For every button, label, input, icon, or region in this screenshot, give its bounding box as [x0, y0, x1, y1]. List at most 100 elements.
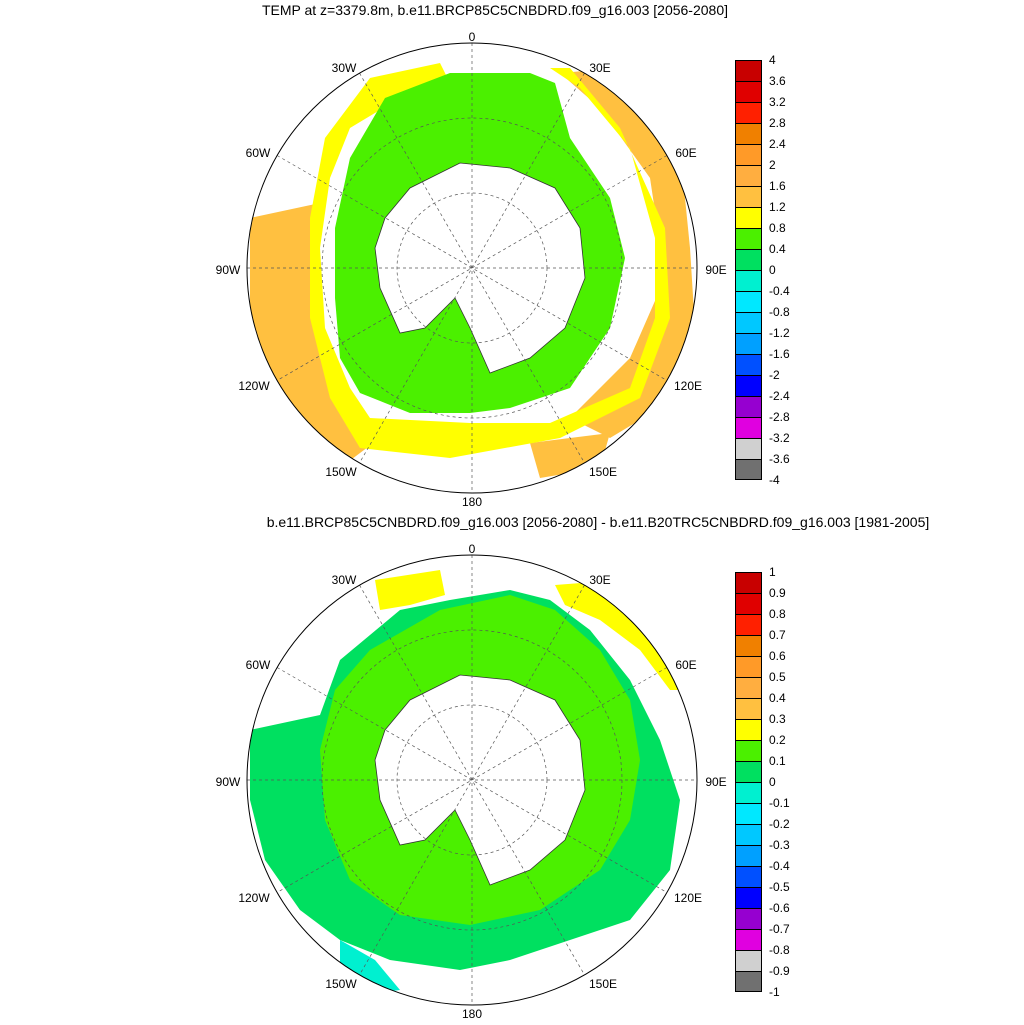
colorbar-swatch: [735, 333, 762, 354]
lon-label-0: 0: [468, 30, 476, 44]
lon-label-0: 0: [468, 542, 476, 556]
colorbar-tick-label: 0.1: [769, 754, 786, 768]
colorbar-tick-label: 1: [769, 565, 776, 579]
colorbar-bottom: 1 0.9 0.8 0.7 0.6 0.5 0.4 0.3 0.2 0.1 0 -0.1 -0.2 -0.…: [735, 565, 795, 999]
lon-label-180: 180: [461, 495, 483, 509]
field-region: [310, 63, 670, 458]
colorbar-tick-label: -2: [769, 368, 780, 382]
lon-label-120e: 120E: [673, 891, 703, 905]
colorbar-tick-label: -3.2: [769, 431, 790, 445]
colorbar-swatch: [735, 929, 762, 950]
colorbar-swatch: [735, 656, 762, 677]
colorbar-tick-label: 3.2: [769, 95, 786, 109]
polar-map-top: 0 30E 60E 90E 120E 150E 180 150W 120W 90…: [210, 28, 740, 509]
colorbar-tick-label: 0.2: [769, 733, 786, 747]
colorbar-tick-label: -0.7: [769, 922, 790, 936]
colorbar-tick-label: 0.4: [769, 691, 786, 705]
colorbar-swatch: [735, 270, 762, 291]
colorbar-swatch: [735, 375, 762, 396]
colorbar-tick-label: 0.7: [769, 628, 786, 642]
colorbar-swatch: [735, 593, 762, 614]
colorbar-tick-label: -0.9: [769, 964, 790, 978]
colorbar-swatch: [735, 887, 762, 908]
polar-map-bottom: 0 30E 60E 90E 120E 150E 180 150W 120W 90…: [210, 540, 740, 1021]
colorbar-tick-label: 0.8: [769, 221, 786, 235]
lon-label-120e: 120E: [673, 379, 703, 393]
colorbar-swatch: [735, 845, 762, 866]
colorbar-swatch: [735, 740, 762, 761]
colorbar-tick-label: -0.8: [769, 943, 790, 957]
colorbar-swatch: [735, 144, 762, 165]
colorbar-swatch: [735, 207, 762, 228]
colorbar-tick-label: 1.6: [769, 179, 786, 193]
colorbar-swatch: [735, 228, 762, 249]
graticule: [247, 555, 697, 1005]
colorbar-swatch: [735, 438, 762, 459]
colorbar-tick-label: 0.6: [769, 649, 786, 663]
colorbar-tick-label: -0.4: [769, 284, 790, 298]
colorbar-tick-label: -0.1: [769, 796, 790, 810]
colorbar-swatch: [735, 971, 762, 992]
colorbar-tick-label: -0.2: [769, 817, 790, 831]
colorbar-swatch: [735, 102, 762, 123]
colorbar-tick-label: 1.2: [769, 200, 786, 214]
field-region: [375, 570, 445, 610]
colorbar-swatch: [735, 719, 762, 740]
colorbar-swatch: [735, 459, 762, 480]
colorbar-swatch: [735, 165, 762, 186]
colorbar-swatch: [735, 677, 762, 698]
colorbar-swatch: [735, 761, 762, 782]
colorbar-tick-label: -0.8: [769, 305, 790, 319]
colorbar-tick-label: 0.5: [769, 670, 786, 684]
colorbar-tick-label: -2.8: [769, 410, 790, 424]
colorbar-swatch: [735, 123, 762, 144]
lon-label-90w: 90W: [215, 775, 241, 789]
colorbar-tick-label: -4: [769, 473, 780, 487]
colorbar-tick-label: -0.5: [769, 880, 790, 894]
colorbar-tick-label: -1.6: [769, 347, 790, 361]
lon-label-150e: 150E: [588, 977, 618, 991]
polar-map-bottom-canvas: [246, 554, 698, 1006]
colorbar-swatch: [735, 354, 762, 375]
lon-label-30w: 30W: [331, 573, 357, 587]
lon-label-150e: 150E: [588, 465, 618, 479]
colorbar-swatch: [735, 698, 762, 719]
lon-label-90w: 90W: [215, 263, 241, 277]
colorbar-swatch: [735, 824, 762, 845]
colorbar-tick-label: 0: [769, 775, 776, 789]
colorbar-swatch: [735, 81, 762, 102]
map-title-top: TEMP at z=3379.8m, b.e11.BRCP85C5CNBDRD.…: [261, 2, 729, 18]
graticule: [247, 43, 697, 493]
colorbar-tick-label: -3.6: [769, 452, 790, 466]
colorbar-swatch: [735, 572, 762, 593]
colorbar-tick-label: -1.2: [769, 326, 790, 340]
colorbar-tick-label: 2.4: [769, 137, 786, 151]
colorbar-tick-label: 2.8: [769, 116, 786, 130]
polar-map-top-canvas: [246, 42, 698, 494]
field-region: [560, 68, 695, 438]
colorbar-swatch: [735, 291, 762, 312]
colorbar-swatch: [735, 635, 762, 656]
colorbar-swatch: [735, 396, 762, 417]
lon-label-150w: 150W: [325, 465, 357, 479]
field-region: [555, 580, 680, 690]
colorbar-swatch: [735, 782, 762, 803]
colorbar-tick-label: 0.8: [769, 607, 786, 621]
lon-label-180: 180: [461, 1007, 483, 1021]
colorbar-tick-label: 3.6: [769, 74, 786, 88]
lon-label-30e: 30E: [589, 573, 611, 587]
lon-label-120w: 120W: [238, 891, 270, 905]
colorbar-swatch: [735, 249, 762, 270]
colorbar-swatch: [735, 803, 762, 824]
lon-label-60w: 60W: [245, 146, 271, 160]
colorbar-top: 4 3.6 3.2 2.8 2.4 2 1.6 1.2 0.8 0.4 0 -0.4 -0.8 -1.2 -…: [735, 53, 795, 487]
colorbar-swatch: [735, 866, 762, 887]
lon-label-120w: 120W: [238, 379, 270, 393]
lon-label-30e: 30E: [589, 61, 611, 75]
colorbar-tick-label: -0.4: [769, 859, 790, 873]
colorbar-tick-label: 0.3: [769, 712, 786, 726]
colorbar-swatch: [735, 908, 762, 929]
colorbar-swatch: [735, 614, 762, 635]
colorbar-tick-label: 0.9: [769, 586, 786, 600]
colorbar-tick-label: 4: [769, 53, 776, 67]
